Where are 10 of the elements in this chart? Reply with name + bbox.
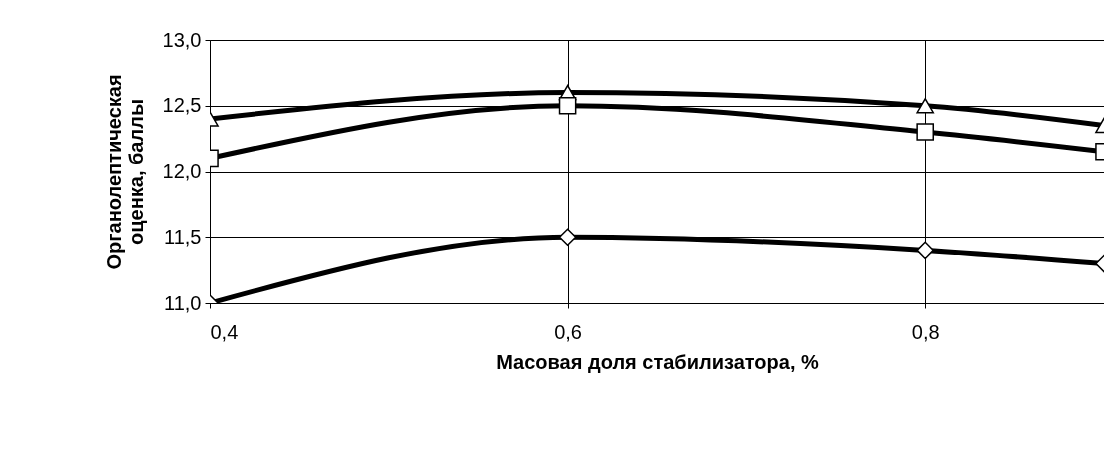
x-tick-label: 0,8: [911, 320, 940, 343]
y-tick-label: 12,5: [162, 94, 202, 117]
y-tick-label: 12,0: [162, 160, 202, 182]
y-tick-label: 11,0: [164, 291, 202, 314]
x-tick-label: 0,4: [210, 320, 239, 343]
x-tick-label: 0,6: [554, 320, 583, 343]
y-tick-label: 13,0: [162, 28, 202, 51]
x-axis-title: Масовая доля стабилизатора, %: [496, 350, 819, 373]
y-tick-label: 11,5: [164, 225, 202, 248]
y-axis-title: Органолептическая оценка, баллы: [102, 74, 147, 270]
